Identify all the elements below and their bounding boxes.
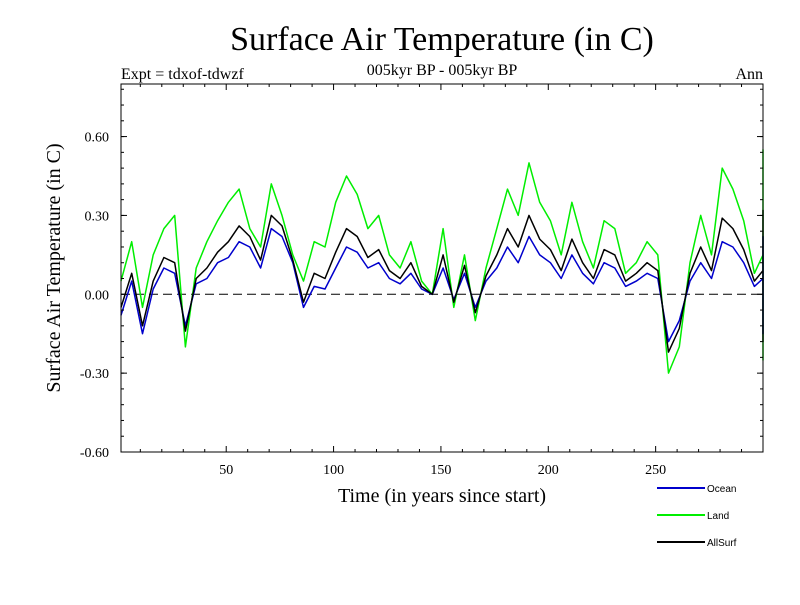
y-tick-label: -0.60	[80, 446, 109, 461]
chart-title: Surface Air Temperature (in C)	[230, 21, 654, 58]
x-tick-label: 150	[430, 463, 451, 478]
y-tick-label: 0.30	[85, 209, 110, 224]
plot-frame	[120, 83, 764, 453]
season-label: Ann	[735, 66, 763, 83]
x-axis-label: Time (in years since start)	[338, 485, 546, 507]
axes: -0.60 -0.30 0.00 0.30 0.60 50 100 150 200 250	[80, 84, 763, 478]
legend: Ocean Land AllSurf	[657, 484, 737, 549]
legend-label-ocean: Ocean	[707, 484, 736, 495]
y-tick-label: -0.30	[80, 367, 109, 382]
x-tick-label: 100	[323, 463, 344, 478]
legend-label-land: Land	[707, 511, 729, 522]
x-tick-label: 50	[219, 463, 233, 478]
y-tick-label: 0.00	[85, 288, 110, 303]
x-tick-label: 200	[538, 463, 559, 478]
x-tick-label: 250	[645, 463, 666, 478]
y-axis-label: Surface Air Temperature (in C)	[43, 143, 65, 392]
experiment-label: Expt = tdxof-tdwzf	[121, 66, 244, 83]
legend-label-allsurf: AllSurf	[707, 538, 737, 549]
y-tick-label: 0.60	[85, 131, 110, 146]
chart-subtitle: 005kyr BP - 005kyr BP	[367, 62, 518, 79]
